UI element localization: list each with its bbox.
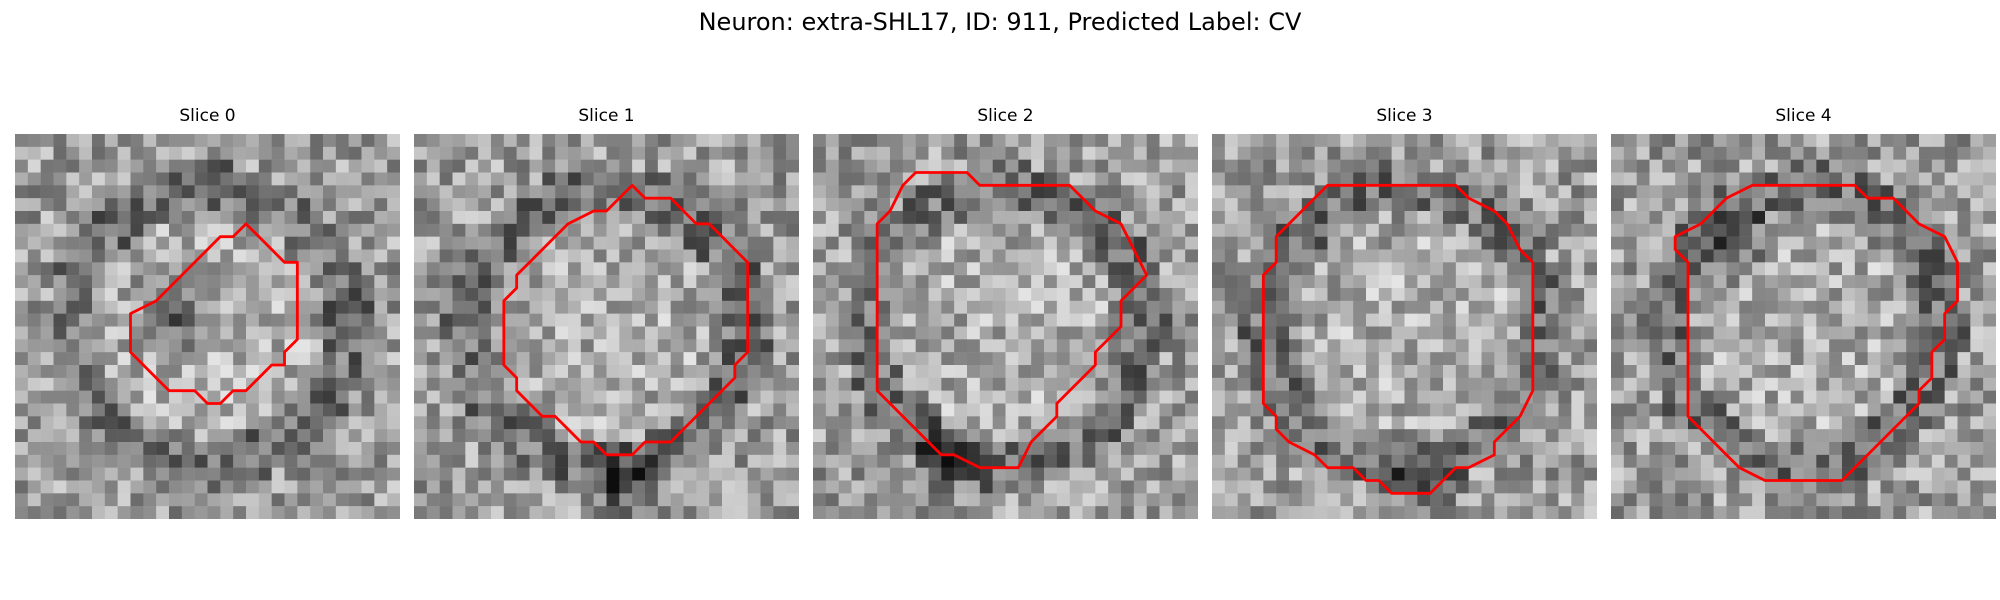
slice-image-3 (1212, 134, 1597, 519)
slice-title-0: Slice 0 (179, 106, 236, 126)
slice-image-4 (1611, 134, 1996, 519)
figure-title: Neuron: extra-SHL17, ID: 911, Predicted … (698, 8, 1302, 36)
segmentation-contour-3 (1261, 183, 1535, 495)
slice-title-4: Slice 4 (1775, 106, 1832, 126)
slice-image-2 (813, 134, 1198, 519)
slice-title-3: Slice 3 (1376, 106, 1433, 126)
segmentation-contour-2 (875, 171, 1149, 470)
segmentation-contour-0 (129, 222, 299, 405)
slice-title-2: Slice 2 (977, 106, 1034, 126)
slice-image-1 (414, 134, 799, 519)
segmentation-contour-4 (1673, 183, 1959, 482)
segmentation-contour-1 (502, 183, 750, 457)
slice-image-0 (15, 134, 400, 519)
slice-title-1: Slice 1 (578, 106, 635, 126)
